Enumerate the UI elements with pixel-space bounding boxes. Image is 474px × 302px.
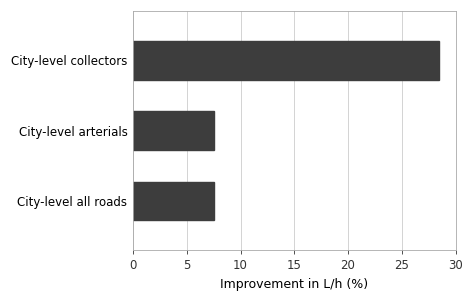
X-axis label: Improvement in L/h (%): Improvement in L/h (%) bbox=[220, 278, 368, 291]
Bar bbox=[133, 182, 214, 220]
Bar bbox=[133, 111, 214, 150]
Bar bbox=[133, 41, 439, 80]
